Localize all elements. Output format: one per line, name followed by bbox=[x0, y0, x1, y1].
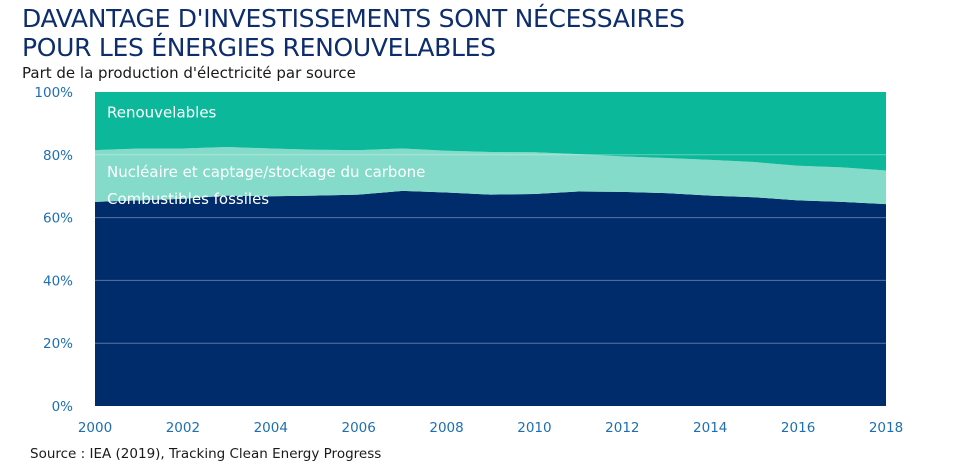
x-tick-label: 2014 bbox=[693, 420, 727, 436]
series-label-1: Combustibles fossiles bbox=[107, 190, 269, 208]
series-label-3: Renouvelables bbox=[107, 103, 217, 121]
area-series-2 bbox=[95, 146, 886, 205]
x-tick-label: 2000 bbox=[78, 420, 112, 436]
x-tick-label: 2008 bbox=[429, 420, 463, 436]
y-tick-label: 100% bbox=[34, 85, 73, 101]
chart-title-line-2: POUR LES ÉNERGIES RENOUVELABLES bbox=[22, 33, 496, 62]
y-tick-label: 80% bbox=[43, 148, 73, 164]
x-tick-label: 2002 bbox=[166, 420, 200, 436]
x-tick-label: 2006 bbox=[341, 420, 375, 436]
x-tick-label: 2018 bbox=[869, 420, 903, 436]
y-tick-label: 40% bbox=[43, 273, 73, 289]
y-tick-label: 20% bbox=[43, 336, 73, 352]
x-tick-label: 2016 bbox=[781, 420, 815, 436]
area-series-1 bbox=[95, 190, 886, 406]
y-tick-label: 60% bbox=[43, 211, 73, 227]
x-tick-label: 2004 bbox=[254, 420, 288, 436]
area-series-3 bbox=[95, 92, 886, 171]
chart-title-line-1: DAVANTAGE D'INVESTISSEMENTS SONT NÉCESSA… bbox=[22, 4, 685, 33]
source-note: Source : IEA (2019), Tracking Clean Ener… bbox=[30, 446, 382, 462]
x-tick-label: 2010 bbox=[517, 420, 551, 436]
chart-subtitle: Part de la production d'électricité par … bbox=[22, 64, 356, 82]
series-label-2: Nucléaire et captage/stockage du carbone bbox=[107, 163, 425, 181]
chart-title: DAVANTAGE D'INVESTISSEMENTS SONT NÉCESSA… bbox=[22, 4, 685, 62]
y-tick-label: 0% bbox=[52, 399, 74, 415]
x-tick-label: 2012 bbox=[605, 420, 639, 436]
